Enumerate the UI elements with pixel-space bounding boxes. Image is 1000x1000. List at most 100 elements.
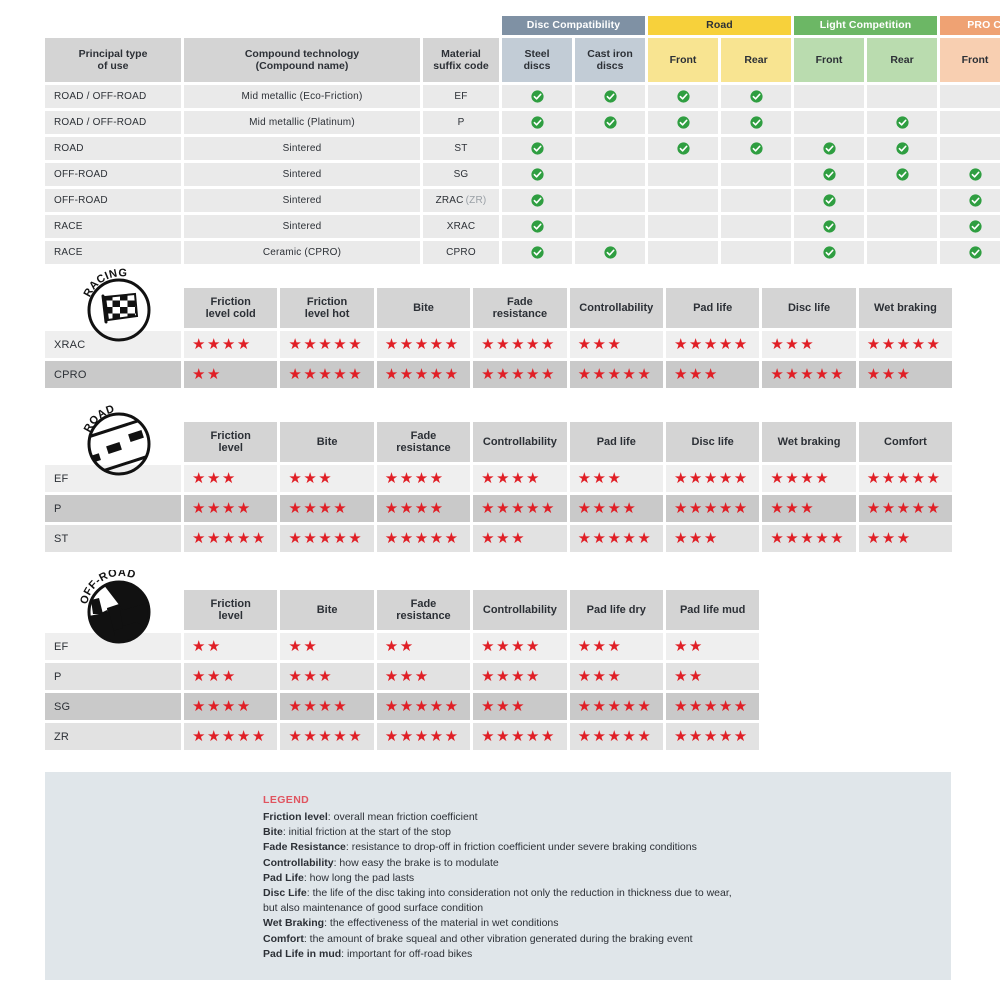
rating-col-header: Friction level [184, 422, 278, 462]
star-icon: ★ [221, 668, 236, 685]
star-icon: ★ [703, 500, 718, 517]
star-icon: ★ [785, 470, 799, 487]
star-icon: ★ [444, 366, 459, 383]
cell-pro-front [940, 163, 1000, 186]
star-icon: ★ [429, 530, 444, 547]
legend-description: : the effectiveness of the material in w… [324, 917, 559, 930]
col-header-code-line2: suffix code [433, 60, 489, 72]
col-header-pro-front: Front [940, 38, 1000, 82]
star-icon: ★ [221, 336, 236, 353]
star-icon: ★ [429, 366, 444, 383]
star-icon: ★ [206, 366, 221, 383]
star-icon: ★ [577, 500, 592, 517]
star-icon: ★ [303, 668, 317, 685]
star-icon: ★ [511, 728, 525, 745]
star-icon: ★ [511, 336, 525, 353]
check-icon [749, 116, 763, 129]
rating-col-header: Pad life dry [569, 590, 663, 630]
star-icon: ★ [577, 366, 592, 383]
star-icon: ★ [511, 668, 525, 685]
legend-description: : how long the pad lasts [303, 871, 415, 884]
star-icon: ★ [318, 470, 332, 487]
star-icon: ★ [318, 728, 332, 745]
cell-steel-discs [502, 85, 572, 108]
star-icon: ★ [318, 530, 332, 547]
star-icon: ★ [348, 530, 362, 547]
star-icon: ★ [414, 500, 429, 517]
star-icon: ★ [384, 500, 399, 517]
star-icon: ★ [236, 530, 251, 547]
group-header-disc-compatibility: Disc Compatibility [502, 16, 645, 35]
star-icon: ★ [303, 530, 317, 547]
check-icon [968, 220, 982, 233]
star-icon: ★ [637, 728, 651, 745]
star-icon: ★ [540, 728, 555, 745]
star-icon: ★ [673, 470, 688, 487]
star-icon: ★ [770, 500, 784, 517]
star-icon: ★ [251, 530, 266, 547]
star-icon: ★ [348, 728, 362, 745]
cell-steel-discs [502, 241, 572, 264]
rating-col-header: Bite [376, 288, 471, 328]
star-icon: ★ [481, 336, 495, 353]
rating-cell: ★ ★ ★ [858, 361, 953, 388]
star-icon: ★ [673, 638, 688, 655]
star-icon: ★ [673, 668, 688, 685]
star-icon: ★ [414, 728, 429, 745]
star-icon: ★ [673, 500, 688, 517]
star-icon: ★ [192, 668, 206, 685]
rating-cell: ★ ★ ★ ★ [184, 495, 278, 522]
star-icon: ★ [896, 470, 911, 487]
star-icon: ★ [607, 668, 621, 685]
star-icon: ★ [303, 470, 317, 487]
cell-compound-technology: Mid metallic (Platinum) [184, 111, 420, 134]
rating-col-header: Fade resistance [376, 422, 471, 462]
table-row: SG ★ ★ ★ ★ ★ ★ ★ ★ ★ ★ ★ ★ ★ ★ ★ ★ ★ ★ ★ ★ ★ ★ ★ ★ ★ ★ [45, 693, 951, 720]
table-row: P ★ ★ ★ ★ ★ ★ ★ ★ ★ ★ ★ ★ ★ ★ ★ ★ ★ ★ ★ ★ ★ ★ ★ ★ ★ ★ ★ ★ ★ ★ ★ ★ ★ ★ [45, 495, 953, 522]
cell-road-front [648, 241, 718, 264]
legend-entry: Friction level: overall mean friction co… [263, 810, 732, 825]
star-icon: ★ [911, 470, 926, 487]
cell-light-rear [867, 137, 937, 160]
rating-row-label: P [45, 663, 181, 690]
star-icon: ★ [703, 728, 718, 745]
star-icon: ★ [866, 366, 881, 383]
cell-road-front [648, 85, 718, 108]
rating-col-header: Pad life [569, 422, 663, 462]
check-icon [530, 246, 544, 259]
rating-cell: ★ ★ ★ ★ ★ [473, 331, 567, 358]
star-icon: ★ [444, 530, 459, 547]
rating-cell: ★ ★ ★ ★ ★ [569, 693, 663, 720]
star-icon: ★ [703, 366, 718, 383]
col-header-light-front: Front [794, 38, 864, 82]
cell-cast-iron-discs [575, 111, 645, 134]
rating-row-label: ST [45, 525, 181, 552]
rating-cell: ★ ★ ★ ★ [280, 693, 374, 720]
star-icon: ★ [592, 728, 606, 745]
rating-col-header: Disc life [762, 288, 856, 328]
cell-light-front [794, 215, 864, 238]
cell-road-front [648, 215, 718, 238]
cell-pro-front [940, 189, 1000, 212]
star-icon: ★ [770, 366, 784, 383]
star-icon: ★ [881, 336, 896, 353]
star-icon: ★ [607, 470, 621, 487]
star-icon: ★ [288, 728, 302, 745]
star-icon: ★ [206, 530, 221, 547]
star-icon: ★ [800, 530, 814, 547]
cell-principal-use: OFF-ROAD [45, 163, 181, 186]
cell-pro-front [940, 111, 1000, 134]
offroad-header-row: Friction level Bite Fade resistance Controlla… [45, 590, 951, 630]
check-icon [895, 142, 909, 155]
star-icon: ★ [496, 668, 510, 685]
star-icon: ★ [414, 366, 429, 383]
rating-col-header: Friction level cold [184, 288, 278, 328]
check-icon [968, 194, 982, 207]
star-icon: ★ [688, 728, 703, 745]
rating-cell: ★ ★ ★ ★ ★ [280, 525, 374, 552]
col-header-road-rear: Rear [721, 38, 791, 82]
rating-cell: ★ ★ ★ ★ ★ [858, 331, 953, 358]
star-icon: ★ [384, 336, 399, 353]
col-header-road-front: Front [648, 38, 718, 82]
